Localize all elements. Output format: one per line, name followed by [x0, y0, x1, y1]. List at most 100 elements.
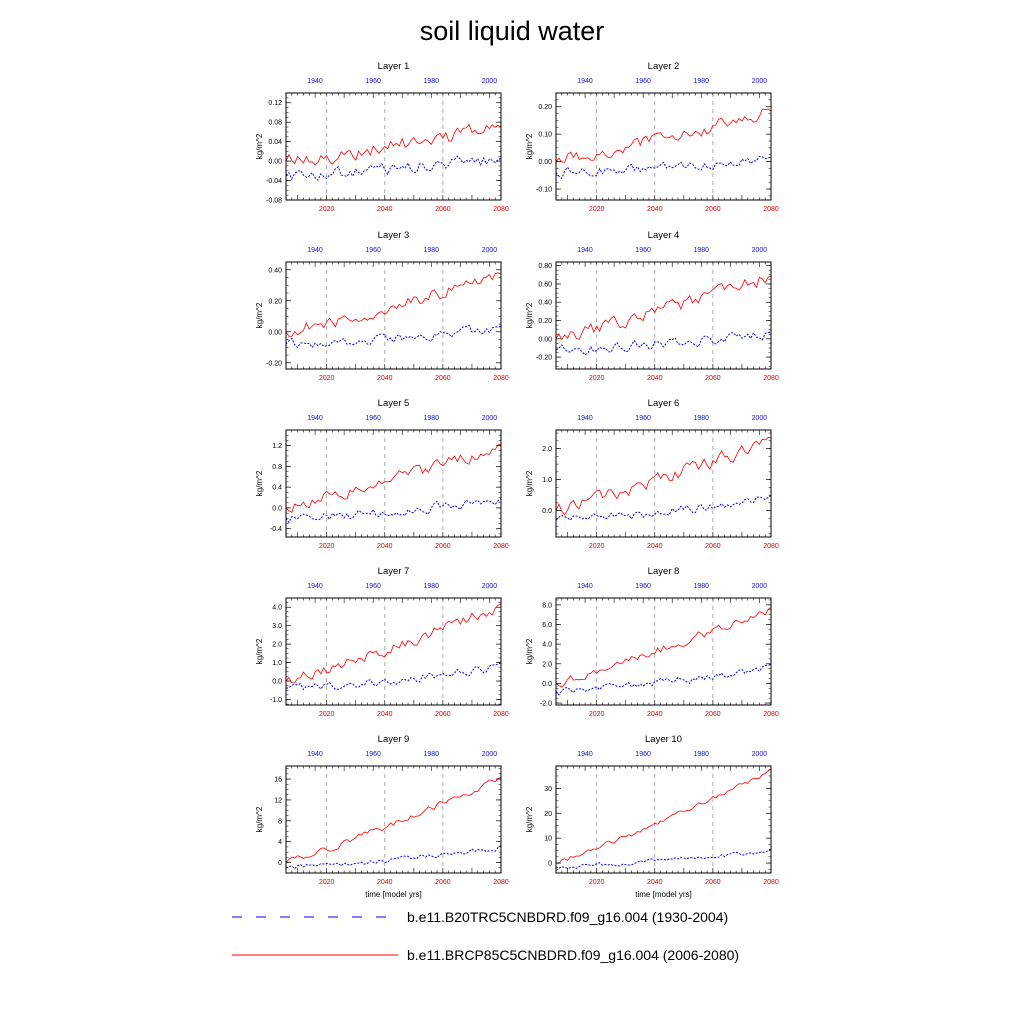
series-line-historical-layer-9 [285, 844, 502, 870]
y-tick-label-layer-1: -0.08 [266, 198, 282, 205]
panel-title-layer-7: Layer 7 [378, 566, 410, 577]
series-line-historical-layer-2 [555, 155, 772, 180]
y-axis-label-layer-10: kg/m^2 [525, 806, 534, 832]
x-tick-label-top-layer-10: 1980 [693, 751, 709, 758]
y-tick-label-layer-4: 0.80 [538, 263, 552, 270]
x-tick-label-bottom-layer-1: 2080 [493, 206, 509, 213]
x-tick-label-bottom-layer-4: 2020 [589, 375, 605, 382]
x-tick-label-bottom-layer-5: 2020 [319, 543, 335, 550]
series-line-historical-layer-1 [285, 155, 502, 181]
y-tick-label-layer-8: 4.0 [542, 642, 552, 649]
x-tick-label-bottom-layer-4: 2080 [763, 375, 779, 382]
x-tick-label-top-layer-2: 1980 [693, 78, 709, 85]
y-tick-label-layer-6: 0.0 [542, 508, 552, 515]
x-tick-label-bottom-layer-10: 2040 [647, 879, 663, 886]
y-tick-label-layer-8: -2.0 [540, 701, 552, 708]
panel-layer-9: Layer 9 2020 2040 2060 2080 1940 1960 1980 2000 0… [255, 734, 509, 899]
plot-frame-layer-1 [285, 92, 502, 201]
series-line-rcp85-layer-1 [285, 123, 502, 166]
y-axis-label-layer-8: kg/m^2 [525, 638, 534, 664]
series-line-historical-layer-7 [285, 662, 502, 691]
x-tick-label-bottom-layer-5: 2040 [377, 543, 393, 550]
y-tick-label-layer-3: -0.20 [266, 360, 282, 367]
y-tick-label-layer-2: -0.10 [536, 187, 552, 194]
x-tick-label-bottom-layer-1: 2020 [319, 206, 335, 213]
plot-frame-layer-8 [555, 597, 772, 706]
x-tick-label-bottom-layer-3: 2020 [319, 375, 335, 382]
series-line-rcp85-layer-3 [285, 272, 502, 337]
y-tick-label-layer-7: 2.0 [272, 642, 282, 649]
y-axis-label-layer-1: kg/m^2 [255, 133, 264, 159]
panel-layer-6: Layer 6 2020 2040 2060 2080 1940 1960 1980 2000 0… [525, 398, 779, 550]
y-tick-label-layer-3: 0.20 [268, 298, 282, 305]
y-tick-label-layer-6: 1.0 [542, 477, 552, 484]
x-tick-label-top-layer-5: 1980 [423, 415, 439, 422]
plot-frame-layer-2 [555, 92, 772, 201]
x-tick-label-bottom-layer-8: 2020 [589, 711, 605, 718]
x-tick-label-bottom-layer-8: 2080 [763, 711, 779, 718]
y-tick-label-layer-2: 0.20 [538, 104, 552, 111]
series-line-historical-layer-4 [555, 331, 772, 356]
x-tick-label-top-layer-3: 2000 [482, 247, 498, 254]
series-line-rcp85-layer-2 [555, 108, 772, 163]
y-tick-label-layer-10: 10 [544, 836, 552, 843]
panel-title-layer-8: Layer 8 [648, 566, 680, 577]
series-line-rcp85-layer-10 [555, 768, 772, 864]
chart-title: soil liquid water [420, 16, 605, 46]
series-line-rcp85-layer-8 [555, 607, 772, 688]
series-line-rcp85-layer-9 [285, 776, 502, 863]
x-tick-label-top-layer-5: 1960 [365, 415, 381, 422]
y-tick-label-layer-4: -0.20 [536, 355, 552, 362]
y-tick-label-layer-4: 0.60 [538, 281, 552, 288]
y-tick-label-layer-5: 0.8 [272, 464, 282, 471]
plot-frame-layer-5 [285, 429, 502, 538]
x-tick-label-top-layer-3: 1980 [423, 247, 439, 254]
x-tick-label-bottom-layer-2: 2020 [589, 206, 605, 213]
x-tick-label-top-layer-9: 2000 [482, 751, 498, 758]
x-tick-label-top-layer-6: 1940 [577, 415, 593, 422]
series-line-rcp85-layer-5 [285, 443, 502, 513]
x-tick-label-top-layer-9: 1940 [307, 751, 323, 758]
x-tick-label-bottom-layer-3: 2060 [435, 375, 451, 382]
x-tick-label-top-layer-8: 1960 [635, 583, 651, 590]
plot-frame-layer-6 [555, 429, 772, 538]
y-tick-label-layer-10: 20 [544, 811, 552, 818]
x-tick-label-top-layer-6: 2000 [752, 415, 768, 422]
panel-layer-2: Layer 2 2020 2040 2060 2080 1940 1960 1980 2000 -… [525, 61, 779, 213]
y-tick-label-layer-1: 0.04 [268, 139, 282, 146]
x-tick-label-bottom-layer-9: 2020 [319, 879, 335, 886]
y-tick-label-layer-9: 4 [278, 839, 282, 846]
legend-label-rcp85: b.e11.BRCP85C5CNBDRD.f09_g16.004 (2006-2… [407, 947, 739, 963]
x-tick-label-bottom-layer-7: 2020 [319, 711, 335, 718]
plot-frame-layer-10 [555, 765, 772, 874]
x-axis-label-layer-10: time [model yrs] [635, 890, 691, 899]
plot-frame-layer-9 [285, 765, 502, 874]
x-tick-label-top-layer-7: 1940 [307, 583, 323, 590]
x-tick-label-bottom-layer-9: 2040 [377, 879, 393, 886]
y-tick-label-layer-7: 3.0 [272, 623, 282, 630]
x-tick-label-bottom-layer-8: 2060 [705, 711, 721, 718]
x-tick-label-top-layer-1: 2000 [482, 78, 498, 85]
y-axis-label-layer-7: kg/m^2 [255, 638, 264, 664]
y-tick-label-layer-3: 0.00 [268, 329, 282, 336]
x-tick-label-top-layer-4: 1960 [635, 247, 651, 254]
y-tick-label-layer-4: 0.40 [538, 300, 552, 307]
y-tick-label-layer-2: 0.10 [538, 132, 552, 139]
x-tick-label-bottom-layer-1: 2040 [377, 206, 393, 213]
x-tick-label-top-layer-2: 1940 [577, 78, 593, 85]
x-tick-label-bottom-layer-8: 2040 [647, 711, 663, 718]
x-tick-label-top-layer-10: 1940 [577, 751, 593, 758]
y-tick-label-layer-5: 0.4 [272, 485, 282, 492]
x-tick-label-bottom-layer-7: 2060 [435, 711, 451, 718]
x-tick-label-top-layer-5: 1940 [307, 415, 323, 422]
y-tick-label-layer-8: 8.0 [542, 602, 552, 609]
x-tick-label-bottom-layer-6: 2020 [589, 543, 605, 550]
panel-title-layer-3: Layer 3 [378, 230, 410, 241]
y-tick-label-layer-1: -0.04 [266, 178, 282, 185]
x-tick-label-bottom-layer-10: 2060 [705, 879, 721, 886]
panel-layer-8: Layer 8 2020 2040 2060 2080 1940 1960 1980 2000 -… [525, 566, 779, 718]
x-tick-label-bottom-layer-7: 2040 [377, 711, 393, 718]
y-axis-label-layer-5: kg/m^2 [255, 470, 264, 496]
